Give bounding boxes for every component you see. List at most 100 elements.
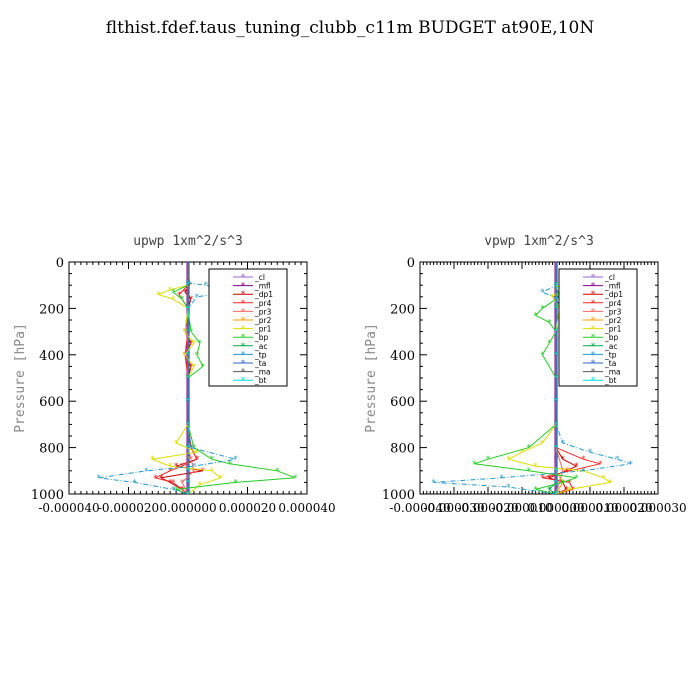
legend-label: _mfl [604, 282, 621, 291]
data-point-bp: * [201, 362, 205, 371]
x-tick-label: -0.000040 [389, 501, 450, 515]
legend-marker: * [591, 299, 595, 308]
y-tick-label: 800 [39, 442, 64, 457]
data-point-pr1: * [608, 478, 612, 487]
legend-marker: * [241, 290, 245, 299]
data-point-pr1: * [520, 448, 524, 457]
legend-marker: * [591, 368, 595, 377]
legend-label: _bt [604, 376, 617, 385]
legend-marker: * [591, 282, 595, 291]
legend-marker: * [241, 273, 245, 282]
legend-label: _bt [254, 376, 267, 385]
data-point-bp: * [547, 318, 551, 327]
data-point-bp: * [228, 460, 232, 469]
data-point-dp1: * [189, 295, 193, 304]
data-point-tp: * [540, 288, 544, 297]
panel-title: upwp 1xm^2/s^3 [133, 234, 243, 249]
data-point-pr4: * [171, 478, 175, 487]
panel-1: upwp 1xm^2/s^3 Pressure [hPa] 0 200 400 600 80… [13, 234, 336, 515]
legend-marker: * [591, 325, 595, 334]
data-point-bp: * [275, 467, 279, 476]
data-point-bp: * [574, 474, 578, 483]
data-point-tp: * [192, 462, 196, 471]
data-point-tp: * [144, 467, 148, 476]
data-point-pr1: * [168, 462, 172, 471]
data-point-pr1: * [150, 455, 154, 464]
legend-label: _ac [604, 342, 617, 351]
data-point-pr1: * [551, 293, 555, 302]
data-point-bt: * [186, 397, 190, 406]
data-point-tp: * [581, 467, 585, 476]
data-point-bp: * [189, 328, 193, 337]
data-point-tp: * [189, 444, 193, 453]
legend-marker: * [241, 325, 245, 334]
data-point-dp1: * [574, 462, 578, 471]
data-point-pr4: * [581, 455, 585, 464]
data-point-pr4: * [540, 474, 544, 483]
legend-marker: * [591, 342, 595, 351]
y-tick-label: 400 [39, 349, 64, 364]
data-point-bp: * [561, 478, 565, 487]
data-point-bt: * [554, 478, 558, 487]
data-point-pr1: * [168, 286, 172, 295]
data-point-tp: * [561, 439, 565, 448]
data-point-bp: * [547, 339, 551, 348]
data-point-tp: * [195, 293, 199, 302]
data-point-bt: * [554, 351, 558, 360]
legend-label: _ta [604, 359, 616, 368]
data-point-pr1: * [506, 455, 510, 464]
data-point-pr1: * [171, 295, 175, 304]
data-point-bt: * [186, 351, 190, 360]
y-tick-label: 800 [390, 442, 415, 457]
x-tick-label: -0.000030 [423, 501, 484, 515]
data-point-pr1: * [534, 462, 538, 471]
data-point-bt: * [186, 490, 190, 499]
data-point-bp: * [210, 455, 214, 464]
data-point-dp1: * [168, 478, 172, 487]
data-point-pr1: * [156, 290, 160, 299]
y-tick-label: 1000 [31, 488, 64, 503]
legend-label: _pr4 [604, 299, 622, 308]
legend-label: _cl [604, 273, 615, 282]
x-tick-label: 0.000030 [629, 501, 686, 515]
legend-label: _ma [254, 368, 271, 377]
data-point-tp: * [432, 478, 436, 487]
legend-marker: * [241, 368, 245, 377]
data-point-pr4: * [180, 485, 184, 494]
legend-marker: * [241, 342, 245, 351]
data-point-bp: * [527, 444, 531, 453]
data-point-tp: * [234, 455, 238, 464]
legend-label: _mfl [254, 282, 271, 291]
legend-label: _dp1 [604, 290, 623, 299]
data-point-pr1: * [183, 351, 187, 360]
legend-label: _ac [254, 342, 267, 351]
legend-marker: * [241, 376, 245, 385]
legend-label: _bp [254, 333, 269, 342]
data-point-pr4: * [195, 455, 199, 464]
legend-label: _pr2 [604, 316, 622, 325]
data-point-pr4: * [568, 478, 572, 487]
legend-marker: * [241, 282, 245, 291]
data-point-bp: * [234, 478, 238, 487]
data-point-dp1: * [189, 339, 193, 348]
data-point-pr1: * [568, 485, 572, 494]
data-point-bp: * [534, 311, 538, 320]
data-point-pr1: * [602, 474, 606, 483]
legend-label: _pr4 [254, 299, 272, 308]
x-tick-label: 0.000000 [527, 501, 584, 515]
data-point-pr4: * [177, 290, 181, 299]
panel-title: vpwp 1xm^2/s^3 [484, 234, 594, 249]
x-tick-label: 0.000020 [219, 501, 276, 515]
data-point-pr4: * [598, 460, 602, 469]
y-tick-label: 0 [56, 256, 64, 271]
data-point-tp: * [588, 448, 592, 457]
legend-marker: * [591, 350, 595, 359]
data-point-bt: * [186, 444, 190, 453]
data-point-bt: * [554, 397, 558, 406]
x-tick-label: -0.000010 [491, 501, 552, 515]
legend-label: _pr2 [254, 316, 272, 325]
data-point-bt: * [554, 281, 558, 290]
legend-marker: * [241, 333, 245, 342]
y-tick-label: 400 [390, 349, 415, 364]
